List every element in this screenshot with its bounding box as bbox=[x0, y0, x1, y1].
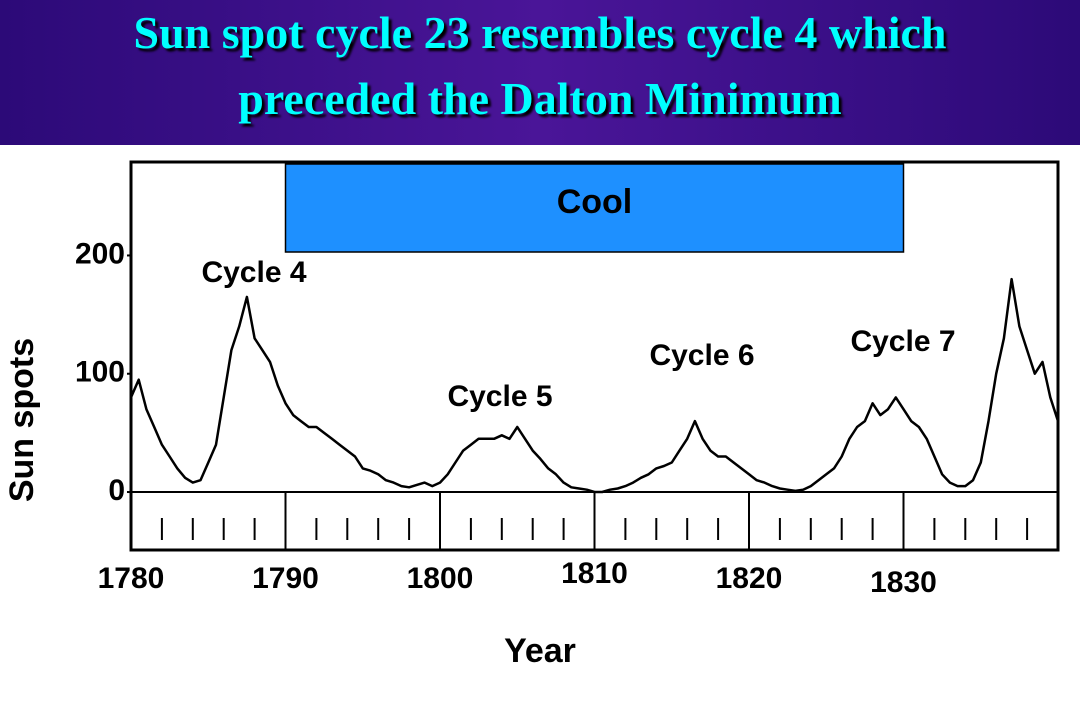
cycle-annotation: Cycle 7 bbox=[850, 325, 955, 358]
title-line: preceded the Dalton Minimum bbox=[238, 73, 842, 124]
y-axis-label: Sun spots bbox=[3, 338, 41, 502]
y-tick-label: 0 bbox=[108, 474, 125, 507]
x-tick-label: 1790 bbox=[252, 562, 319, 595]
title-banner: Sun spot cycle 23 resembles cycle 4 whic… bbox=[0, 0, 1080, 145]
x-tick-label: 1780 bbox=[98, 562, 165, 595]
title-line: Sun spot cycle 23 resembles cycle 4 whic… bbox=[133, 7, 947, 58]
x-tick-label: 1820 bbox=[716, 562, 783, 595]
cycle-annotation: Cycle 5 bbox=[447, 380, 552, 413]
cycle-annotation: Cycle 4 bbox=[201, 256, 306, 289]
cycle-annotation: Cycle 6 bbox=[649, 339, 754, 372]
x-tick-label: 1810 bbox=[561, 557, 628, 590]
cool-label: Cool bbox=[557, 183, 633, 221]
x-tick-label: 1830 bbox=[870, 566, 937, 599]
y-tick-label: 100 bbox=[75, 356, 125, 389]
x-axis-label: Year bbox=[504, 632, 576, 670]
y-tick-label: 200 bbox=[75, 237, 125, 270]
x-tick-label: 1800 bbox=[407, 562, 474, 595]
cool-band bbox=[284, 163, 905, 253]
sunspot-line bbox=[129, 277, 1060, 494]
